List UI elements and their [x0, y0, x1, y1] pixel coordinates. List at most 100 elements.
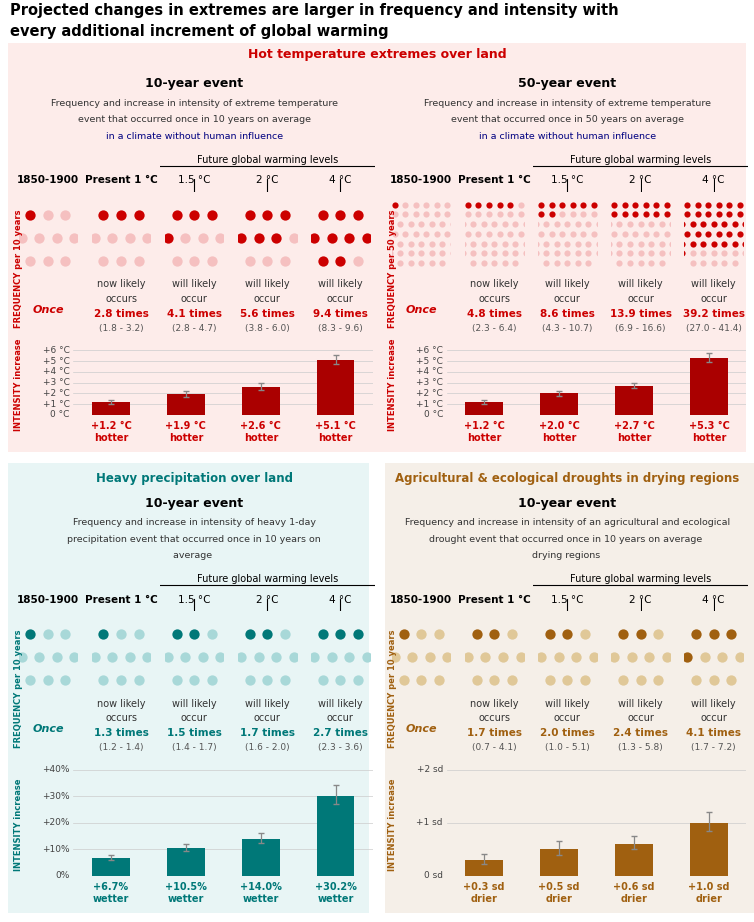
Point — [457, 217, 469, 231]
Bar — [541, 394, 578, 415]
Point — [68, 230, 80, 245]
Text: 1850-1900: 1850-1900 — [17, 175, 79, 185]
Point — [493, 207, 505, 222]
Text: +1.2 °C: +1.2 °C — [464, 421, 504, 431]
Text: occur: occur — [627, 714, 654, 724]
Point — [379, 207, 391, 222]
Point — [728, 236, 740, 251]
Point — [577, 227, 589, 242]
Point — [60, 207, 72, 222]
Bar — [167, 395, 204, 415]
Point — [334, 627, 346, 642]
Point — [509, 246, 521, 261]
Point — [97, 627, 109, 642]
Point — [415, 255, 427, 270]
Point — [425, 246, 437, 261]
Point — [106, 650, 118, 665]
Text: 39.2 times: 39.2 times — [682, 309, 745, 319]
Point — [744, 207, 754, 222]
Text: 4.1 times: 4.1 times — [167, 309, 222, 319]
Point — [433, 673, 445, 688]
Point — [179, 230, 192, 245]
Point — [141, 230, 153, 245]
Point — [530, 246, 542, 261]
Point — [261, 673, 273, 688]
Text: +6.7%: +6.7% — [93, 882, 128, 892]
Point — [587, 207, 599, 222]
Point — [713, 197, 725, 212]
Point — [661, 650, 673, 665]
Bar — [317, 796, 354, 876]
Bar — [615, 845, 653, 876]
Point — [400, 227, 412, 242]
Point — [504, 207, 516, 222]
Point — [133, 627, 145, 642]
Point — [716, 650, 728, 665]
Point — [643, 650, 655, 665]
Text: +1.2 °C: +1.2 °C — [90, 421, 131, 431]
Point — [457, 217, 469, 231]
Point — [498, 246, 510, 261]
Point — [42, 254, 54, 268]
Text: 2.8 times: 2.8 times — [93, 309, 149, 319]
Text: +4 °C: +4 °C — [416, 367, 443, 376]
Point — [593, 217, 605, 231]
Point — [682, 227, 694, 242]
Point — [535, 197, 547, 212]
Text: hotter: hotter — [244, 433, 278, 443]
Point — [697, 255, 710, 270]
Point — [509, 255, 521, 270]
Text: event that occurred once in 10 years on average: event that occurred once in 10 years on … — [78, 115, 311, 124]
Point — [352, 673, 364, 688]
Point — [619, 227, 631, 242]
Text: Frequency and increase in intensity of heavy 1-day: Frequency and increase in intensity of h… — [72, 518, 316, 527]
Point — [441, 650, 453, 665]
Bar — [167, 848, 204, 876]
Point — [446, 217, 458, 231]
Point — [718, 246, 730, 261]
Text: every additional increment of global warming: every additional increment of global war… — [10, 24, 388, 39]
Point — [206, 627, 218, 642]
Point — [593, 246, 605, 261]
Point — [645, 246, 657, 261]
Text: +2 sd: +2 sd — [417, 765, 443, 774]
Point — [179, 650, 192, 665]
Point — [682, 207, 694, 222]
Point — [598, 207, 610, 222]
Point — [334, 207, 346, 222]
Text: drought event that occurred once in 10 years on average: drought event that occurred once in 10 y… — [429, 535, 706, 544]
Point — [60, 673, 72, 688]
Point — [707, 255, 719, 270]
Text: 0 sd: 0 sd — [424, 871, 443, 881]
Bar — [92, 858, 130, 876]
Point — [525, 207, 537, 222]
Text: 8.6 times: 8.6 times — [540, 309, 595, 319]
Text: Frequency and increase in intensity of extreme temperature: Frequency and increase in intensity of e… — [51, 99, 338, 108]
Point — [498, 236, 510, 251]
Point — [197, 650, 209, 665]
Text: 9.4 times: 9.4 times — [313, 309, 368, 319]
Text: 1.7 times: 1.7 times — [467, 728, 522, 739]
Point — [394, 217, 406, 231]
Point — [97, 207, 109, 222]
Point — [608, 207, 621, 222]
Text: 10-year event: 10-year event — [145, 77, 244, 90]
Text: +2 °C: +2 °C — [416, 389, 443, 398]
Text: (1.4 - 1.7): (1.4 - 1.7) — [172, 743, 216, 752]
Point — [579, 627, 591, 642]
Point — [16, 650, 28, 665]
Text: 1.5 °C: 1.5 °C — [178, 595, 210, 605]
Point — [551, 217, 563, 231]
Text: occur: occur — [327, 294, 354, 304]
Text: Future global warming levels: Future global warming levels — [197, 155, 338, 165]
Point — [723, 227, 735, 242]
Point — [645, 217, 657, 231]
Text: Present 1 °C: Present 1 °C — [458, 175, 531, 185]
Point — [360, 230, 372, 245]
Point — [397, 627, 409, 642]
Point — [425, 255, 437, 270]
Text: 1.5 times: 1.5 times — [167, 728, 222, 739]
Bar — [242, 839, 280, 876]
Text: (27.0 - 41.4): (27.0 - 41.4) — [685, 324, 742, 333]
Text: will likely: will likely — [172, 279, 216, 290]
